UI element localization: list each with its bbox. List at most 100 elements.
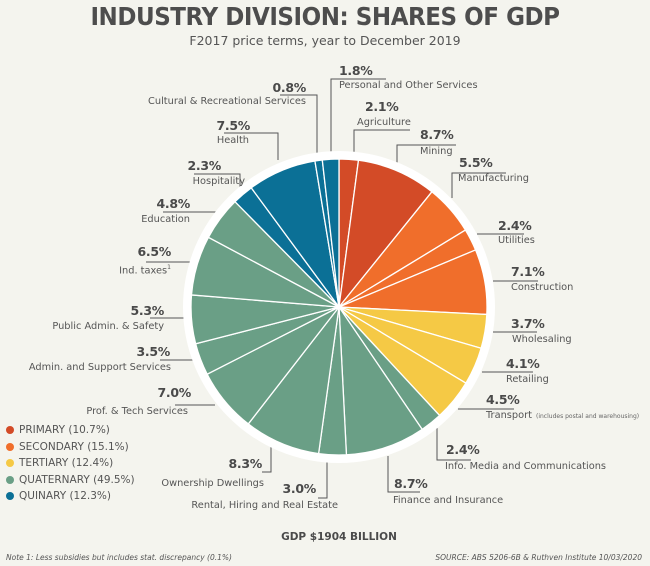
leader-line <box>280 94 318 154</box>
slice-pct-label: 7.1% <box>511 264 545 279</box>
legend-swatch-icon <box>6 492 14 501</box>
leader-line <box>436 425 471 461</box>
legend-swatch-icon <box>6 459 14 468</box>
slice-pct-label: 6.5% <box>137 244 172 259</box>
slice-name-label: Finance and Insurance <box>393 495 503 506</box>
slice-name-label: Health <box>217 135 249 146</box>
slice-pct-label: 3.5% <box>136 344 171 359</box>
slice-pct-label: 4.1% <box>506 356 540 371</box>
slice-name-label: Admin. and Support Services <box>29 362 171 373</box>
legend-swatch-icon <box>6 475 14 484</box>
slice-name-label: Construction <box>511 282 573 293</box>
slice-pct-label: 2.1% <box>365 99 399 114</box>
slice-name-text: Finance and Insurance <box>393 495 504 506</box>
slice-pct-label: 8.7% <box>420 127 454 142</box>
legend-item: QUINARY (12.3%) <box>6 488 135 505</box>
legend-swatch-icon <box>6 426 14 435</box>
slice-pct-label: 5.3% <box>130 303 165 318</box>
slice-name-text: Utilities <box>498 235 535 246</box>
slice-name-note: (includes postal and warehousing) <box>535 413 640 420</box>
chart-subtitle: F2017 price terms, year to December 2019 <box>189 33 461 48</box>
slice-name-text: Construction <box>511 282 574 293</box>
slice-name-text: Ind. taxes <box>119 265 168 277</box>
legend-item: TERTIARY (12.4%) <box>6 455 135 472</box>
slice-name-label: Ownership Dwellings <box>161 478 264 489</box>
slice-pct-label: 4.8% <box>156 196 191 211</box>
slice-pct-label: 7.5% <box>216 118 251 133</box>
footnote-marker: 1 <box>167 264 171 271</box>
slice-name-label: Wholesaling <box>512 334 572 345</box>
legend: PRIMARY (10.7%) SECONDARY (15.1%) TERTIARY… <box>6 422 135 505</box>
slice-name-text: Info. Media and Communications <box>445 461 607 472</box>
slice-pct-label: 3.7% <box>511 316 545 331</box>
slice-name-text: Hospitality <box>192 176 245 187</box>
slice-pct-label: 0.8% <box>272 80 307 95</box>
slice-name-label: Prof. & Tech Services <box>86 406 188 417</box>
slice-pct-label: 8.3% <box>228 456 263 471</box>
slice-name-text: Cultural & Recreational Services <box>148 96 306 107</box>
slice-name-text: Admin. and Support Services <box>28 362 171 373</box>
footnote: Note 1: Less subsidies but includes stat… <box>6 553 232 562</box>
slice-name-text: Health <box>216 135 249 146</box>
slice-pct-label: 5.5% <box>459 155 493 170</box>
slice-name-text: Transport <box>486 410 532 421</box>
slice-name-text: Mining <box>420 146 453 157</box>
slice-pct-label: 1.8% <box>339 63 373 78</box>
slice-name-label: Agriculture <box>357 117 411 128</box>
leader-line <box>330 78 386 154</box>
slice-name-text: Retailing <box>506 374 549 385</box>
slice-name-label: Info. Media and Communications <box>445 461 606 472</box>
slice-pct-label: 7.0% <box>157 385 192 400</box>
slice-name-label: Manufacturing <box>458 173 529 184</box>
leader-line <box>194 173 241 187</box>
slice-name-text: Manufacturing <box>458 173 529 184</box>
leader-line <box>262 440 272 473</box>
slice-name-text: Education <box>141 214 190 225</box>
slice-pct-label: 2.4% <box>446 442 480 457</box>
slice-name-label: Transport (includes postal and warehousin… <box>486 410 639 421</box>
slice-name-text: Ownership Dwellings <box>161 478 264 489</box>
legend-label: PRIMARY (10.7%) <box>19 424 110 437</box>
slice-name-label: Public Admin. & Safety <box>52 321 164 332</box>
legend-label: QUINARY (12.3%) <box>19 490 112 503</box>
slice-name-label: Rental, Hiring and Real Estate <box>191 500 338 511</box>
legend-label: QUATERNARY (49.5%) <box>19 473 135 486</box>
legend-item: QUATERNARY (49.5%) <box>6 472 135 489</box>
legend-item: PRIMARY (10.7%) <box>6 422 135 439</box>
leader-line <box>451 172 506 198</box>
slice-pct-label: 2.3% <box>187 158 222 173</box>
source-note: SOURCE: ABS 5206-6B & Ruthven Institute … <box>435 553 642 562</box>
leader-lines <box>146 78 538 499</box>
slice-name-label: Ind. taxes1 <box>119 264 171 276</box>
slice-name-label: Utilities <box>498 235 535 246</box>
slice-pct-label: 3.0% <box>282 481 317 496</box>
gdp-total-label: GDP $1904 BILLION <box>281 531 397 543</box>
pie-slices <box>190 158 488 456</box>
pie-slice-personal-and-other-services <box>321 158 340 308</box>
slice-name-text: Public Admin. & Safety <box>52 321 164 332</box>
legend-label: SECONDARY (15.1%) <box>19 440 129 453</box>
legend-item: SECONDARY (15.1%) <box>6 439 135 456</box>
slice-name-label: Cultural & Recreational Services <box>148 96 306 107</box>
slice-pct-label: 4.5% <box>486 392 520 407</box>
leader-line <box>387 456 420 493</box>
chart-title: INDUSTRY DIVISION: SHARES OF GDP <box>90 2 560 31</box>
slice-name-text: Prof. & Tech Services <box>86 406 188 417</box>
slice-name-label: Hospitality <box>193 176 245 187</box>
slice-pct-label: 8.7% <box>394 476 428 491</box>
slice-name-label: Retailing <box>506 374 549 385</box>
slice-name-text: Personal and Other Services <box>339 80 478 91</box>
leader-line <box>396 144 456 165</box>
slice-name-text: Wholesaling <box>512 334 572 345</box>
slice-name-label: Education <box>141 214 190 225</box>
slice-pct-label: 2.4% <box>498 218 532 233</box>
slice-name-label: Mining <box>420 146 453 157</box>
leader-line <box>318 455 328 499</box>
legend-label: TERTIARY (12.4%) <box>19 457 114 470</box>
slice-name-text: Rental, Hiring and Real Estate <box>191 500 338 511</box>
slice-name-label: Personal and Other Services <box>339 80 478 91</box>
leader-line <box>224 132 279 160</box>
legend-swatch-icon <box>6 442 14 451</box>
leader-line <box>353 129 410 157</box>
